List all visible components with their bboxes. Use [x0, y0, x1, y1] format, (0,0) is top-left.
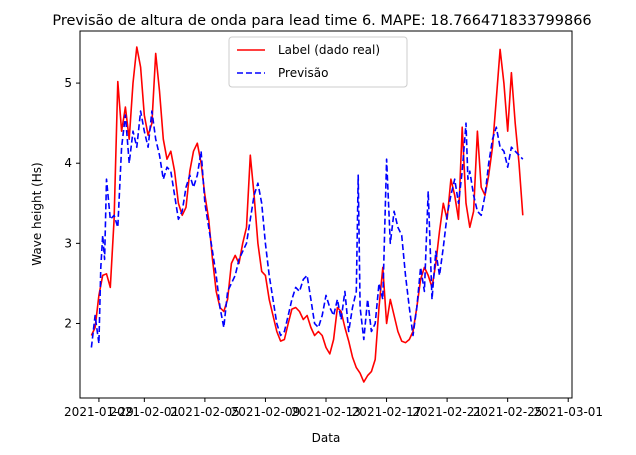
legend: Label (dado real) Previsão — [228, 36, 408, 88]
x-tick-label: 2021-02-09 — [231, 405, 301, 419]
x-tick-label: 2021-01-29 — [64, 405, 134, 419]
legend-entry-forecast: Previsão — [278, 66, 328, 80]
x-axis: 2021-01-292021-02-012021-02-052021-02-09… — [64, 398, 603, 419]
y-axis: 2 3 4 5 — [64, 76, 80, 330]
x-tick-label: 2021-02-17 — [352, 405, 422, 419]
x-axis-label: Data — [312, 431, 341, 445]
y-axis-label: Wave height (Hs) — [30, 162, 44, 265]
y-tick-label: 3 — [64, 236, 72, 250]
y-tick-label: 4 — [64, 156, 72, 170]
x-tick-label: 2021-02-01 — [109, 405, 179, 419]
y-tick-label: 2 — [64, 316, 72, 330]
chart-title: Previsão de altura de onda para lead tim… — [52, 13, 591, 29]
legend-box — [228, 36, 408, 88]
x-tick-label: 2021-03-01 — [533, 405, 603, 419]
x-tick-label: 2021-02-05 — [170, 405, 240, 419]
series-line-label — [90, 46, 524, 383]
series-layer — [90, 46, 524, 383]
legend-entry-label: Label (dado real) — [278, 43, 380, 57]
x-tick-label: 2021-02-21 — [412, 405, 482, 419]
x-tick-label: 2021-02-13 — [291, 405, 361, 419]
x-tick-label: 2021-02-25 — [473, 405, 543, 419]
y-tick-label: 5 — [64, 76, 72, 90]
series-line-forecast — [90, 110, 524, 348]
